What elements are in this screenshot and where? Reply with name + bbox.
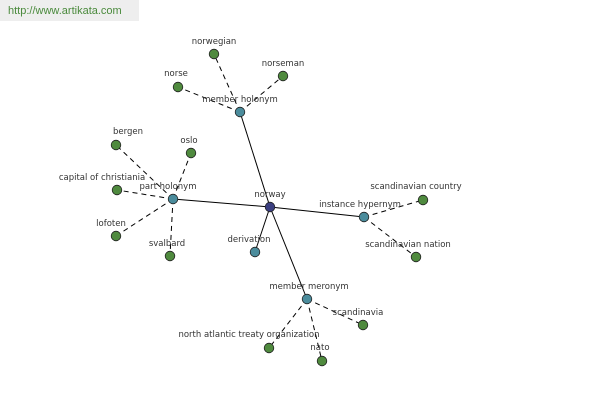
node[interactable] [110, 139, 122, 151]
node[interactable] [164, 250, 176, 262]
node[interactable] [167, 193, 179, 205]
solid-edge [269, 206, 365, 218]
node[interactable] [110, 230, 122, 242]
node[interactable] [316, 355, 328, 367]
dashed-edge [213, 53, 241, 113]
node[interactable] [277, 70, 289, 82]
dashed-edge [268, 298, 308, 349]
node-label: norseman [262, 59, 305, 69]
node-label: member meronym [269, 282, 348, 292]
node-label: oslo [180, 136, 197, 146]
node-label: instance hypernym [319, 200, 401, 210]
node-label: north atlantic treaty organization [178, 330, 319, 340]
dashed-edge [363, 216, 417, 258]
edges [115, 53, 424, 362]
node-label: bergen [113, 127, 143, 137]
node[interactable] [358, 211, 370, 223]
node-label: svalbard [149, 239, 185, 249]
node[interactable] [410, 251, 422, 263]
solid-edge [172, 198, 271, 208]
node-label: scandinavia [333, 308, 384, 318]
node-label: scandinavian nation [365, 240, 451, 250]
nodes: norway member holonym norwegian norse norsem… [59, 37, 462, 367]
node-label: norwegian [192, 37, 237, 47]
node[interactable] [185, 147, 197, 159]
dashed-edge [306, 298, 364, 326]
node[interactable] [111, 184, 123, 196]
dashed-edge [177, 86, 241, 113]
node-label: derivation [227, 235, 270, 245]
dashed-edge [363, 199, 424, 218]
solid-edge [269, 206, 308, 300]
node[interactable] [263, 342, 275, 354]
node-label: norway [254, 190, 285, 200]
url-text: http://www.artikata.com [8, 5, 122, 17]
dashed-edge [115, 198, 174, 237]
node-label: member holonym [202, 95, 277, 105]
node[interactable] [172, 81, 184, 93]
dashed-edge [239, 75, 284, 113]
url-box [0, 0, 139, 21]
dashed-edge [172, 152, 192, 200]
node-label: part holonym [140, 182, 197, 192]
node[interactable] [357, 319, 369, 331]
node-label: capital of christiania [59, 173, 145, 183]
node[interactable] [234, 106, 246, 118]
node[interactable] [208, 48, 220, 60]
dashed-edge [115, 144, 174, 200]
node[interactable] [417, 194, 429, 206]
solid-edge [239, 111, 271, 208]
dashed-edge [116, 189, 174, 200]
dashed-edge [306, 298, 323, 362]
node[interactable] [264, 201, 276, 213]
solid-edge [254, 206, 271, 253]
node-label: nato [310, 343, 329, 353]
node-label: norse [164, 69, 188, 79]
dashed-edge [169, 198, 174, 257]
node-label: lofoten [96, 219, 126, 229]
node[interactable] [301, 293, 313, 305]
node[interactable] [249, 246, 261, 258]
node-label: scandinavian country [370, 182, 461, 192]
